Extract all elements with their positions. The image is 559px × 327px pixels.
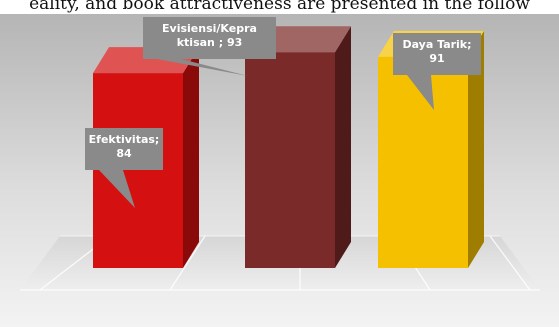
data-label-text-0-1: 84 bbox=[116, 147, 132, 160]
bar-side-0 bbox=[183, 47, 199, 269]
data-label-pointer-0 bbox=[99, 170, 135, 208]
bar-1 bbox=[245, 26, 351, 268]
floor-grid-line-4 bbox=[489, 235, 531, 291]
data-label-box-1 bbox=[143, 17, 276, 59]
data-label-pointer-2 bbox=[407, 75, 434, 110]
bar-side-1 bbox=[335, 26, 351, 268]
data-label-box-0 bbox=[85, 128, 163, 170]
data-label-0: Efektivitas;84 bbox=[85, 128, 163, 208]
data-label-pointer-1 bbox=[157, 59, 248, 76]
bar-0 bbox=[93, 47, 199, 269]
bar-side-2 bbox=[468, 30, 484, 268]
floor-grid-line-1 bbox=[169, 235, 206, 291]
bar-front-1 bbox=[245, 52, 335, 268]
data-label-text-2-0: Daya Tarik; bbox=[402, 38, 471, 51]
data-label-text-0-0: Efektivitas; bbox=[89, 133, 160, 146]
data-label-text-1-0: Evisiensi/Kepra bbox=[162, 22, 257, 35]
data-label-text-1-1: ktisan ; 93 bbox=[177, 36, 243, 49]
caption-text: eality, and book attractiveness are pres… bbox=[29, 0, 530, 14]
data-label-2: Daya Tarik;91 bbox=[393, 33, 481, 110]
data-label-box-2 bbox=[393, 33, 481, 75]
data-label-text-2-1: 91 bbox=[429, 52, 444, 65]
